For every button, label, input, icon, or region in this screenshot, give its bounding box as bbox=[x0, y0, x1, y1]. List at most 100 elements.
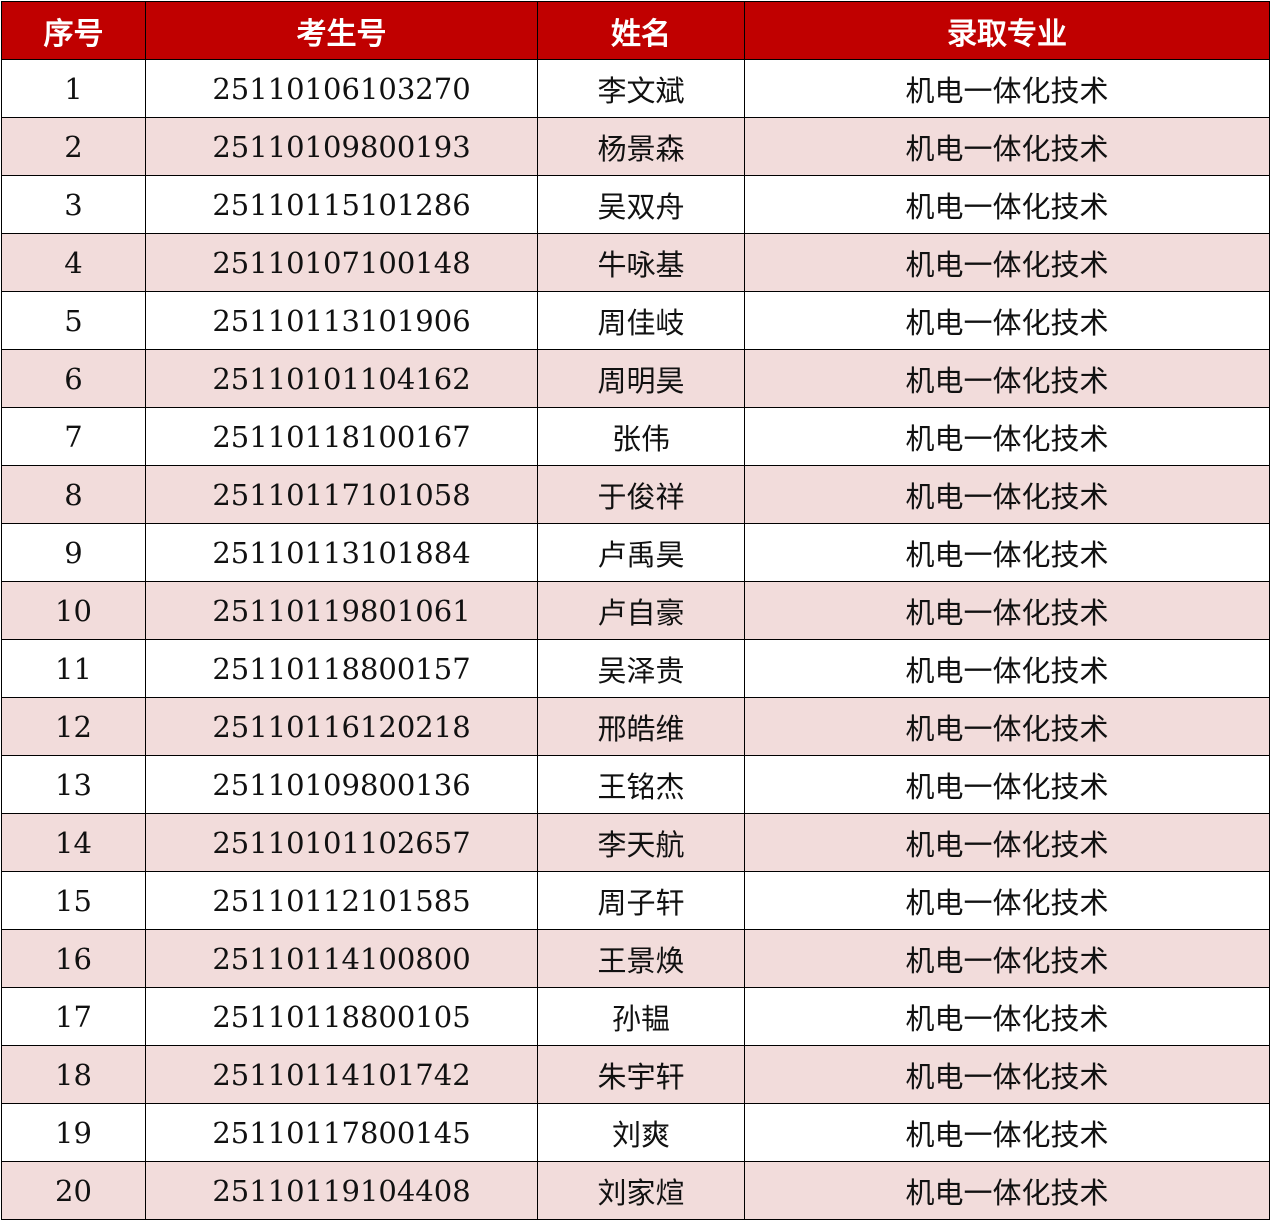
cell-index: 7 bbox=[1, 407, 146, 466]
cell-exam-number: 25110115101286 bbox=[145, 175, 538, 234]
table-row: 3 25110115101286 吴双舟 机电一体化技术 bbox=[1, 175, 1270, 234]
cell-major: 机电一体化技术 bbox=[744, 233, 1270, 292]
table-row: 13 25110109800136 王铭杰 机电一体化技术 bbox=[1, 755, 1270, 814]
cell-name: 刘家煊 bbox=[537, 1161, 745, 1220]
cell-index: 1 bbox=[1, 59, 146, 118]
cell-exam-number: 25110109800193 bbox=[145, 117, 538, 176]
cell-index: 16 bbox=[1, 929, 146, 988]
cell-index: 14 bbox=[1, 813, 146, 872]
cell-major: 机电一体化技术 bbox=[744, 813, 1270, 872]
table-row: 20 25110119104408 刘家煊 机电一体化技术 bbox=[1, 1161, 1270, 1220]
cell-major: 机电一体化技术 bbox=[744, 117, 1270, 176]
table-row: 14 25110101102657 李天航 机电一体化技术 bbox=[1, 813, 1270, 872]
cell-exam-number: 25110117800145 bbox=[145, 1103, 538, 1162]
cell-exam-number: 25110106103270 bbox=[145, 59, 538, 118]
cell-major: 机电一体化技术 bbox=[744, 929, 1270, 988]
cell-name: 邢皓维 bbox=[537, 697, 745, 756]
cell-name: 卢自豪 bbox=[537, 581, 745, 640]
cell-name: 王铭杰 bbox=[537, 755, 745, 814]
cell-exam-number: 25110116120218 bbox=[145, 697, 538, 756]
cell-exam-number: 25110119104408 bbox=[145, 1161, 538, 1220]
cell-name: 李天航 bbox=[537, 813, 745, 872]
cell-major: 机电一体化技术 bbox=[744, 523, 1270, 582]
cell-exam-number: 25110114100800 bbox=[145, 929, 538, 988]
cell-name: 周子轩 bbox=[537, 871, 745, 930]
table-row: 16 25110114100800 王景焕 机电一体化技术 bbox=[1, 929, 1270, 988]
cell-index: 10 bbox=[1, 581, 146, 640]
cell-index: 11 bbox=[1, 639, 146, 698]
header-row: 序号 考生号 姓名 录取专业 bbox=[1, 1, 1270, 60]
cell-index: 20 bbox=[1, 1161, 146, 1220]
table-row: 15 25110112101585 周子轩 机电一体化技术 bbox=[1, 871, 1270, 930]
cell-index: 9 bbox=[1, 523, 146, 582]
cell-exam-number: 25110117101058 bbox=[145, 465, 538, 524]
cell-major: 机电一体化技术 bbox=[744, 349, 1270, 408]
cell-major: 机电一体化技术 bbox=[744, 59, 1270, 118]
cell-name: 周佳岐 bbox=[537, 291, 745, 350]
table-row: 9 25110113101884 卢禹昊 机电一体化技术 bbox=[1, 523, 1270, 582]
cell-major: 机电一体化技术 bbox=[744, 1103, 1270, 1162]
cell-index: 12 bbox=[1, 697, 146, 756]
cell-name: 杨景森 bbox=[537, 117, 745, 176]
cell-exam-number: 25110114101742 bbox=[145, 1045, 538, 1104]
cell-exam-number: 25110101102657 bbox=[145, 813, 538, 872]
cell-major: 机电一体化技术 bbox=[744, 639, 1270, 698]
cell-exam-number: 25110118100167 bbox=[145, 407, 538, 466]
cell-index: 2 bbox=[1, 117, 146, 176]
cell-index: 17 bbox=[1, 987, 146, 1046]
cell-name: 孙韫 bbox=[537, 987, 745, 1046]
cell-index: 3 bbox=[1, 175, 146, 234]
cell-index: 8 bbox=[1, 465, 146, 524]
cell-name: 吴泽贵 bbox=[537, 639, 745, 698]
header-name: 姓名 bbox=[537, 1, 745, 60]
cell-name: 王景焕 bbox=[537, 929, 745, 988]
table-row: 18 25110114101742 朱宇轩 机电一体化技术 bbox=[1, 1045, 1270, 1104]
cell-major: 机电一体化技术 bbox=[744, 871, 1270, 930]
table-row: 5 25110113101906 周佳岐 机电一体化技术 bbox=[1, 291, 1270, 350]
cell-major: 机电一体化技术 bbox=[744, 987, 1270, 1046]
table-row: 10 25110119801061 卢自豪 机电一体化技术 bbox=[1, 581, 1270, 640]
cell-exam-number: 25110113101906 bbox=[145, 291, 538, 350]
table-row: 7 25110118100167 张伟 机电一体化技术 bbox=[1, 407, 1270, 466]
cell-name: 张伟 bbox=[537, 407, 745, 466]
cell-major: 机电一体化技术 bbox=[744, 581, 1270, 640]
cell-index: 6 bbox=[1, 349, 146, 408]
cell-index: 4 bbox=[1, 233, 146, 292]
cell-index: 13 bbox=[1, 755, 146, 814]
cell-major: 机电一体化技术 bbox=[744, 465, 1270, 524]
table-row: 2 25110109800193 杨景森 机电一体化技术 bbox=[1, 117, 1270, 176]
cell-exam-number: 25110118800105 bbox=[145, 987, 538, 1046]
table-row: 1 25110106103270 李文斌 机电一体化技术 bbox=[1, 59, 1270, 118]
cell-exam-number: 25110113101884 bbox=[145, 523, 538, 582]
table-row: 6 25110101104162 周明昊 机电一体化技术 bbox=[1, 349, 1270, 408]
cell-name: 朱宇轩 bbox=[537, 1045, 745, 1104]
table-row: 19 25110117800145 刘爽 机电一体化技术 bbox=[1, 1103, 1270, 1162]
table-row: 11 25110118800157 吴泽贵 机电一体化技术 bbox=[1, 639, 1270, 698]
cell-major: 机电一体化技术 bbox=[744, 1045, 1270, 1104]
table-row: 17 25110118800105 孙韫 机电一体化技术 bbox=[1, 987, 1270, 1046]
cell-major: 机电一体化技术 bbox=[744, 291, 1270, 350]
cell-name: 于俊祥 bbox=[537, 465, 745, 524]
cell-index: 19 bbox=[1, 1103, 146, 1162]
cell-name: 卢禹昊 bbox=[537, 523, 745, 582]
cell-name: 刘爽 bbox=[537, 1103, 745, 1162]
cell-index: 15 bbox=[1, 871, 146, 930]
cell-exam-number: 25110101104162 bbox=[145, 349, 538, 408]
header-index: 序号 bbox=[1, 1, 146, 60]
table-row: 4 25110107100148 牛咏基 机电一体化技术 bbox=[1, 233, 1270, 292]
cell-major: 机电一体化技术 bbox=[744, 755, 1270, 814]
cell-name: 李文斌 bbox=[537, 59, 745, 118]
cell-name: 牛咏基 bbox=[537, 233, 745, 292]
cell-major: 机电一体化技术 bbox=[744, 697, 1270, 756]
table-row: 8 25110117101058 于俊祥 机电一体化技术 bbox=[1, 465, 1270, 524]
cell-name: 吴双舟 bbox=[537, 175, 745, 234]
header-exam-number: 考生号 bbox=[145, 1, 538, 60]
cell-exam-number: 25110119801061 bbox=[145, 581, 538, 640]
cell-index: 18 bbox=[1, 1045, 146, 1104]
header-major: 录取专业 bbox=[744, 1, 1270, 60]
cell-major: 机电一体化技术 bbox=[744, 407, 1270, 466]
table-row: 12 25110116120218 邢皓维 机电一体化技术 bbox=[1, 697, 1270, 756]
cell-exam-number: 25110109800136 bbox=[145, 755, 538, 814]
cell-exam-number: 25110107100148 bbox=[145, 233, 538, 292]
